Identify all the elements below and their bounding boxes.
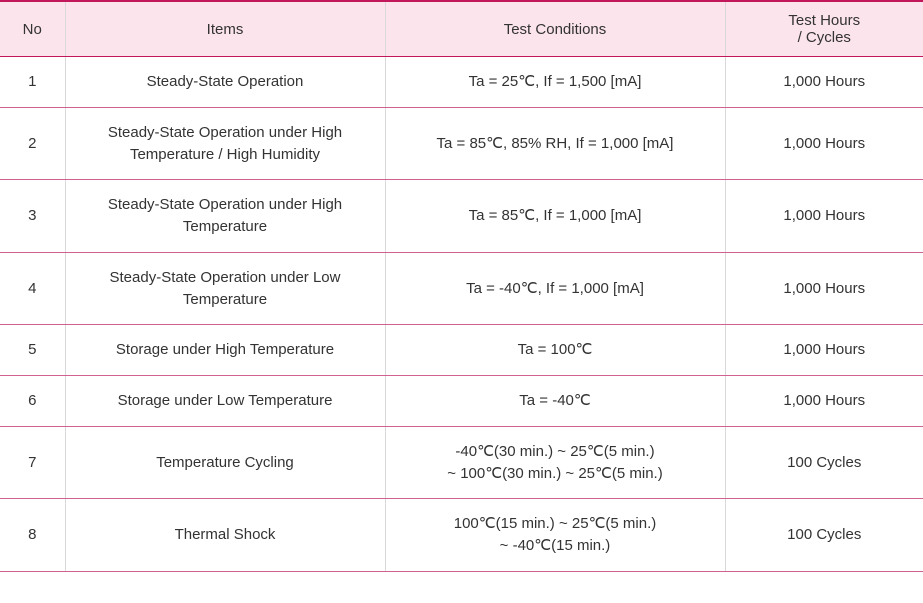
table-row: 2 Steady-State Operation under High Temp… — [0, 107, 923, 180]
reliability-test-table: No Items Test Conditions Test Hours/ Cyc… — [0, 0, 923, 572]
cell-hours: 1,000 Hours — [725, 107, 923, 180]
cell-items: Steady-State Operation under High Temper… — [65, 180, 385, 253]
cell-items: Thermal Shock — [65, 499, 385, 572]
cell-hours: 1,000 Hours — [725, 180, 923, 253]
col-header-hours: Test Hours/ Cycles — [725, 1, 923, 57]
cell-items: Storage under Low Temperature — [65, 376, 385, 427]
cell-items: Steady-State Operation — [65, 57, 385, 108]
cell-hours: 100 Cycles — [725, 499, 923, 572]
cell-no: 2 — [0, 107, 65, 180]
cell-cond: Ta = -40℃, If = 1,000 [mA] — [385, 252, 725, 325]
cell-no: 8 — [0, 499, 65, 572]
col-header-cond: Test Conditions — [385, 1, 725, 57]
cell-hours: 1,000 Hours — [725, 325, 923, 376]
table-row: 8 Thermal Shock 100℃(15 min.) ~ 25℃(5 mi… — [0, 499, 923, 572]
table-row: 4 Steady-State Operation under Low Tempe… — [0, 252, 923, 325]
test-table: No Items Test Conditions Test Hours/ Cyc… — [0, 0, 923, 572]
cell-no: 4 — [0, 252, 65, 325]
cell-items: Steady-State Operation under High Temper… — [65, 107, 385, 180]
cell-no: 6 — [0, 376, 65, 427]
table-row: 5 Storage under High Temperature Ta = 10… — [0, 325, 923, 376]
cell-cond: -40℃(30 min.) ~ 25℃(5 min.)~ 100℃(30 min… — [385, 426, 725, 499]
cell-no: 3 — [0, 180, 65, 253]
cell-no: 5 — [0, 325, 65, 376]
cell-cond: Ta = 25℃, If = 1,500 [mA] — [385, 57, 725, 108]
cell-hours: 100 Cycles — [725, 426, 923, 499]
cell-cond: Ta = 85℃, If = 1,000 [mA] — [385, 180, 725, 253]
table-row: 7 Temperature Cycling -40℃(30 min.) ~ 25… — [0, 426, 923, 499]
col-header-no: No — [0, 1, 65, 57]
cell-items: Storage under High Temperature — [65, 325, 385, 376]
cell-hours: 1,000 Hours — [725, 57, 923, 108]
cell-cond: Ta = 100℃ — [385, 325, 725, 376]
cell-cond: Ta = -40℃ — [385, 376, 725, 427]
cell-no: 1 — [0, 57, 65, 108]
cell-cond: 100℃(15 min.) ~ 25℃(5 min.)~ -40℃(15 min… — [385, 499, 725, 572]
table-row: 3 Steady-State Operation under High Temp… — [0, 180, 923, 253]
table-row: 1 Steady-State Operation Ta = 25℃, If = … — [0, 57, 923, 108]
cell-cond: Ta = 85℃, 85% RH, If = 1,000 [mA] — [385, 107, 725, 180]
cell-items: Temperature Cycling — [65, 426, 385, 499]
table-row: 6 Storage under Low Temperature Ta = -40… — [0, 376, 923, 427]
cell-items: Steady-State Operation under Low Tempera… — [65, 252, 385, 325]
cell-no: 7 — [0, 426, 65, 499]
cell-hours: 1,000 Hours — [725, 376, 923, 427]
cell-hours: 1,000 Hours — [725, 252, 923, 325]
col-header-items: Items — [65, 1, 385, 57]
table-header-row: No Items Test Conditions Test Hours/ Cyc… — [0, 1, 923, 57]
